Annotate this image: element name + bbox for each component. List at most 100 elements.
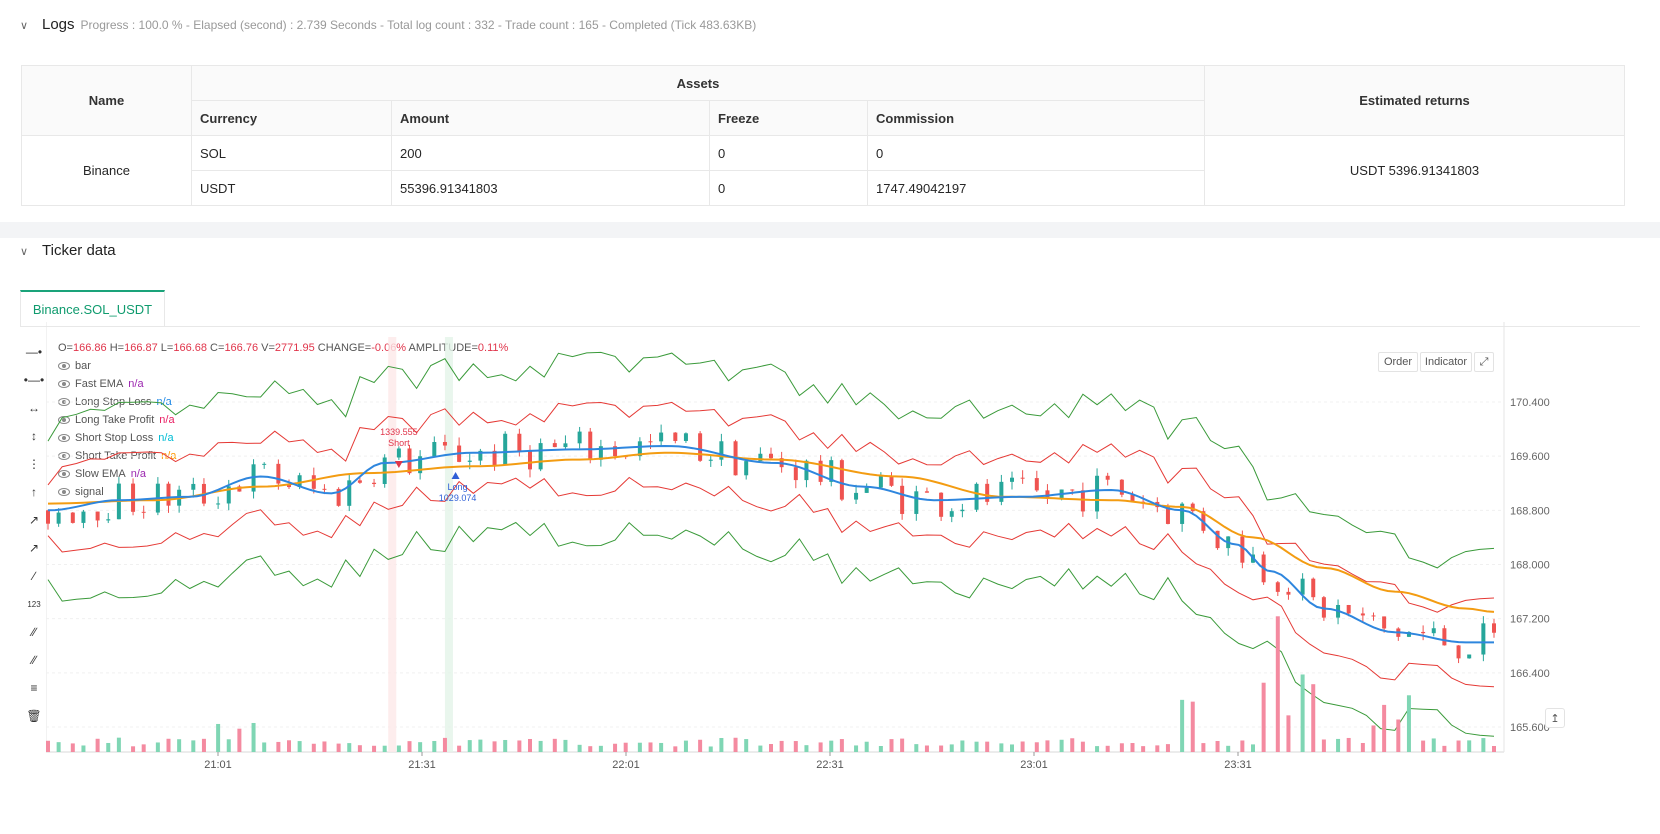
legend-value: n/a (130, 468, 147, 480)
legend-label: signal (75, 486, 104, 498)
indicator-button[interactable]: Indicator (1420, 352, 1472, 372)
slow-ema-line (47, 451, 1495, 613)
volume-bar (960, 740, 965, 752)
short-price-label: 1339.555 (380, 427, 418, 437)
y-tick-label: 165.600 (1510, 722, 1550, 734)
vertical-line-icon[interactable]: ⋮ (28, 457, 40, 471)
volume-bar (1215, 740, 1220, 752)
volume-bar (1396, 719, 1401, 752)
legend-item[interactable]: Fast EMA n/a (58, 375, 508, 393)
logs-header[interactable]: ∨ Logs Progress : 100.0 % - Elapsed (sec… (20, 16, 756, 33)
volume-bar (276, 741, 281, 752)
legend-item[interactable]: Slow EMA n/a (58, 465, 508, 483)
candle-body (708, 459, 713, 461)
table-row: USDT 55396.91341803 0 1747.49042197 (22, 170, 1625, 206)
legend-item[interactable]: bar (58, 357, 508, 375)
vertical-segment-icon[interactable]: ↕ (31, 429, 37, 443)
horizontal-ray-icon[interactable]: —• (25, 345, 43, 359)
volume-bar (648, 742, 653, 752)
candle-body (226, 486, 231, 504)
eye-icon[interactable] (58, 380, 70, 388)
fullscreen-icon[interactable]: ⤢ (1474, 352, 1494, 372)
ticker-panel: ∨ Ticker data Binance.SOL_USDT —• •—• ↔ … (0, 238, 1660, 834)
volume-bar (623, 742, 628, 752)
trash-icon[interactable]: 🗑 (26, 709, 42, 723)
price-chart[interactable]: 170.400 169.600 168.800 168.000 167.200 166.4… (46, 322, 1586, 792)
chevron-down-icon[interactable]: ∨ (20, 246, 29, 258)
candle-body (1371, 615, 1376, 617)
candle-body (1130, 494, 1135, 502)
ray-line-icon[interactable]: ↗ (28, 541, 40, 555)
exchange-name: Binance (21, 135, 192, 206)
candle-body (347, 480, 352, 506)
volume-bar (382, 745, 387, 752)
candle-body (659, 432, 664, 442)
volume-bar (1300, 674, 1305, 752)
candle-body (1481, 623, 1486, 655)
candle-body (1406, 631, 1411, 637)
volume-bar (95, 738, 100, 752)
candle-body (56, 512, 61, 524)
volume-bar (1311, 684, 1316, 752)
volume-bar (1481, 738, 1486, 752)
candle-body (914, 491, 919, 514)
parallel-channel-icon[interactable]: ∕∕ (31, 625, 36, 639)
eye-icon[interactable] (58, 362, 70, 370)
volume-bar (70, 743, 75, 752)
candle-body (854, 492, 859, 500)
volume-bar (914, 744, 919, 752)
legend-item[interactable]: Short Stop Loss n/a (58, 429, 508, 447)
volume-bar (442, 737, 447, 752)
eye-icon[interactable] (58, 488, 70, 496)
eye-icon[interactable] (58, 416, 70, 424)
order-button[interactable]: Order (1378, 352, 1418, 372)
candle-body (1467, 654, 1472, 659)
volume-bar (889, 739, 894, 752)
candle-body (999, 481, 1004, 502)
scroll-top-icon[interactable]: ↥ (1545, 708, 1565, 728)
volume-bar (719, 738, 724, 752)
fib-retracement-icon[interactable]: ≡ (30, 681, 38, 695)
volume-bar (528, 738, 532, 752)
candle-body (1080, 490, 1085, 512)
x-tick-label: 22:31 (816, 759, 844, 771)
tab-binance-sol-usdt[interactable]: Binance.SOL_USDT (20, 290, 165, 326)
vertical-ray-icon[interactable]: ↑ (31, 485, 37, 499)
candle-body (960, 509, 965, 512)
legend-label: Short Stop Loss (75, 432, 154, 444)
volume-bar (818, 742, 823, 752)
ohlc-close: 166.76 (224, 342, 259, 354)
price-label-icon[interactable]: 123 (27, 599, 41, 609)
candle-body (889, 475, 894, 486)
volume-bar (1034, 742, 1039, 752)
volume-bar (1165, 744, 1170, 752)
candle-body (719, 441, 724, 460)
volume-bar (744, 739, 749, 752)
inner-band-lower (47, 476, 1495, 688)
cell-currency: USDT (191, 170, 392, 206)
volume-bar (322, 741, 327, 752)
fib-channel-icon[interactable]: ∕∕ (31, 653, 36, 667)
candle-body (1095, 475, 1100, 512)
candle-body (949, 511, 954, 517)
volume-bar (155, 742, 160, 752)
legend-item[interactable]: Long Take Profit n/a (58, 411, 508, 429)
ticker-header[interactable]: ∨ Ticker data (20, 242, 116, 259)
chevron-down-icon[interactable]: ∨ (20, 20, 29, 32)
volume-bar (56, 742, 61, 752)
candle-body (216, 503, 221, 505)
volume-bar (297, 741, 302, 752)
horizontal-line-icon[interactable]: •—• (23, 373, 45, 387)
segment-icon[interactable]: ∕ (32, 569, 35, 583)
cell-amount: 55396.91341803 (391, 170, 710, 206)
trend-line-icon[interactable]: ↗ (28, 513, 40, 527)
candle-body (683, 433, 688, 441)
ohlc-low: 166.68 (173, 342, 207, 354)
eye-icon[interactable] (58, 434, 70, 442)
eye-icon[interactable] (58, 470, 70, 478)
legend-item[interactable]: signal (58, 483, 508, 501)
volume-bar (1155, 745, 1160, 752)
extended-line-icon[interactable]: ↔ (28, 401, 40, 415)
ohlc-amplitude: 0.11% (477, 342, 509, 354)
volume-bar (357, 745, 362, 752)
